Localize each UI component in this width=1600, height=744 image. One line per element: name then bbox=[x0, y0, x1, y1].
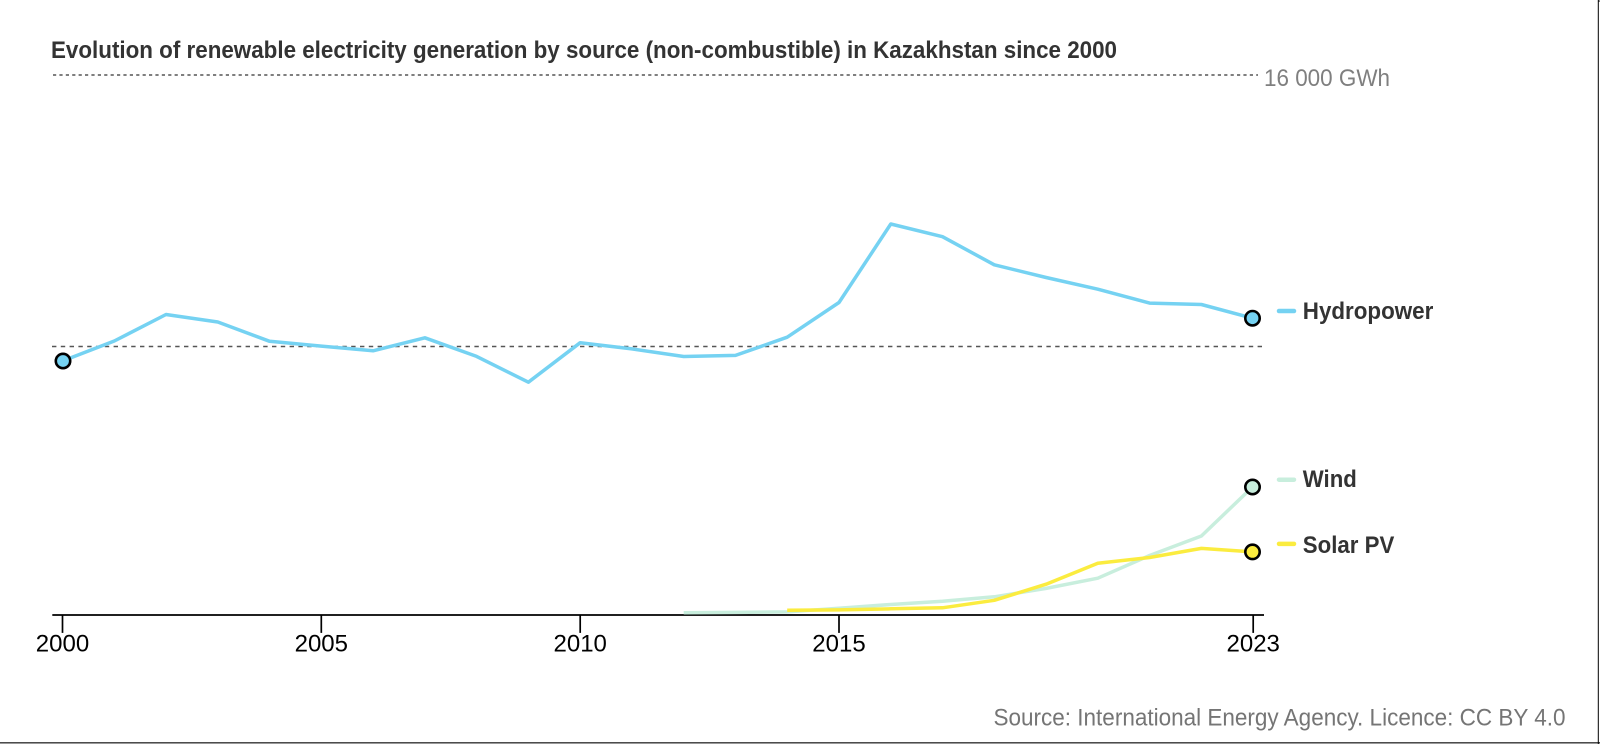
svg-text:Source: International Energy A: Source: International Energy Agency. Lic… bbox=[994, 705, 1566, 732]
svg-text:Solar PV: Solar PV bbox=[1303, 532, 1395, 559]
svg-text:2010: 2010 bbox=[554, 630, 607, 657]
svg-text:Hydropower: Hydropower bbox=[1303, 298, 1434, 325]
svg-text:2015: 2015 bbox=[812, 630, 865, 657]
svg-text:2000: 2000 bbox=[36, 630, 89, 657]
svg-text:Evolution of renewable electri: Evolution of renewable electricity gener… bbox=[51, 37, 1117, 64]
svg-text:16 000 GWh: 16 000 GWh bbox=[1264, 65, 1390, 92]
svg-text:2023: 2023 bbox=[1227, 630, 1280, 657]
svg-text:2005: 2005 bbox=[295, 630, 348, 657]
svg-text:Wind: Wind bbox=[1303, 466, 1357, 493]
